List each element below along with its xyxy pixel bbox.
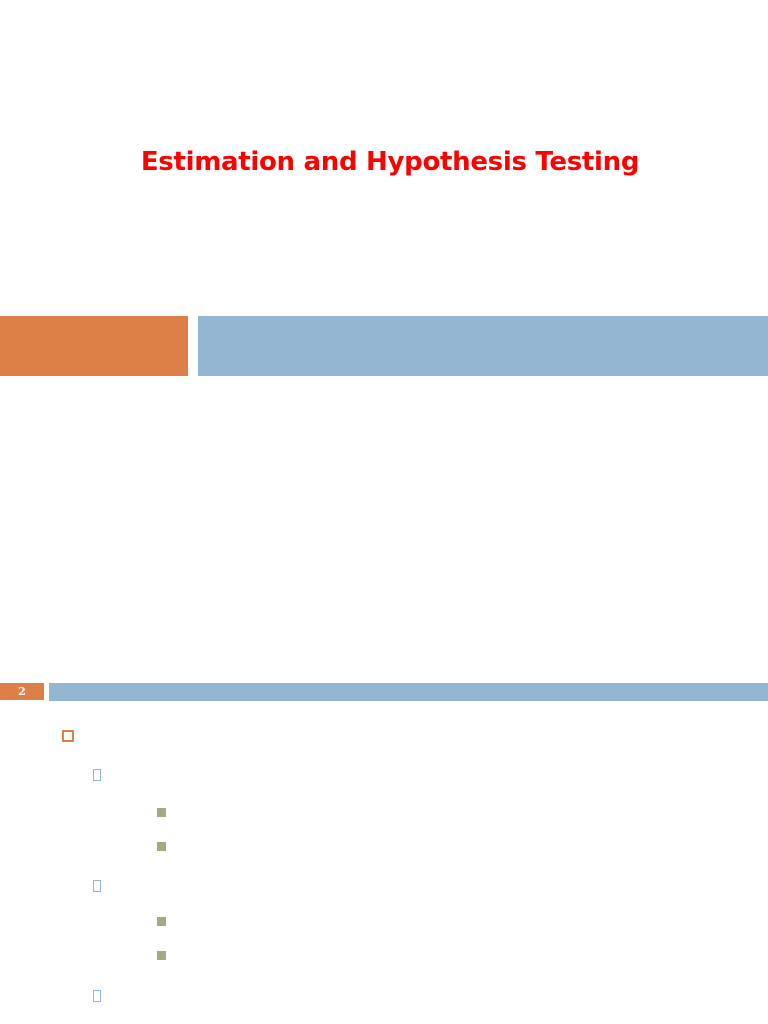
filled-square-bullet-icon	[157, 808, 166, 817]
missing-glyph-bullet-icon	[93, 990, 101, 1002]
filled-square-bullet-icon	[157, 951, 166, 960]
title-band-blue	[198, 316, 768, 376]
filled-square-bullet-icon	[157, 917, 166, 926]
missing-glyph-bullet-icon	[93, 880, 101, 892]
missing-glyph-bullet-icon	[93, 769, 101, 781]
slide-number: 2	[0, 683, 44, 700]
slide-header-bar	[49, 683, 768, 701]
hollow-square-bullet-icon	[62, 730, 74, 742]
title-band-orange	[0, 316, 188, 376]
filled-square-bullet-icon	[157, 842, 166, 851]
slide-title: Estimation and Hypothesis Testing	[140, 147, 640, 177]
